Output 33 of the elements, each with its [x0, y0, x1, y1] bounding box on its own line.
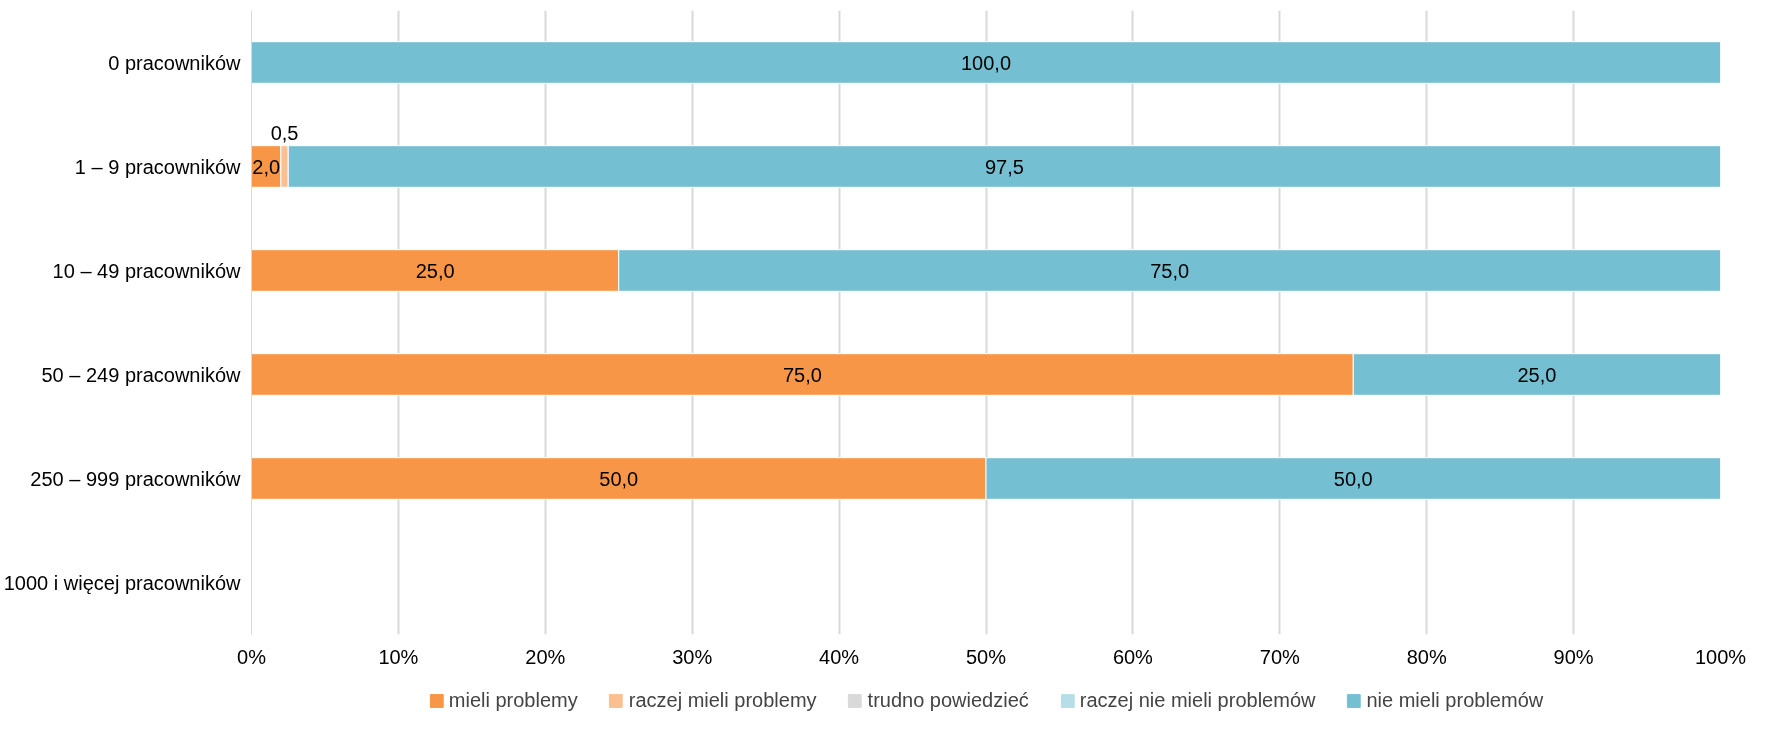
- data-label: 97,5: [984, 155, 1024, 178]
- x-tick-label: 100%: [1694, 645, 1747, 668]
- y-tick-label: 1 – 9 pracowników: [74, 155, 242, 178]
- x-tick-label: 10%: [378, 645, 419, 668]
- data-label: 0,5: [270, 122, 299, 145]
- bar: [251, 41, 1721, 84]
- x-tick-label: 50%: [965, 645, 1007, 668]
- legend-label: mieli problemy: [448, 688, 578, 712]
- x-tick-label: 80%: [1406, 645, 1447, 668]
- x-tick-label: 20%: [525, 645, 566, 668]
- y-tick-label: 0 pracowników: [108, 51, 242, 74]
- legend-label: raczej mieli problemy: [628, 688, 817, 712]
- y-tick-label: 250 – 999 pracowników: [30, 467, 242, 490]
- x-tick-label: 30%: [672, 645, 713, 668]
- data-label: 100,0: [960, 51, 1012, 74]
- x-tick-label: 60%: [1112, 645, 1154, 668]
- x-tick-label: 40%: [819, 645, 860, 668]
- legend-label: nie mieli problemów: [1366, 688, 1544, 712]
- x-tick-label: 70%: [1259, 645, 1301, 668]
- x-tick-label: 0%: [237, 645, 267, 668]
- legend-label: trudno powiedzieć: [867, 688, 1029, 712]
- y-tick-label: 50 – 249 pracowników: [41, 363, 242, 386]
- data-label: 2,0: [252, 155, 281, 178]
- legend-label: raczej nie mieli problemów: [1079, 688, 1316, 712]
- y-tick-label: 10 – 49 pracowników: [52, 259, 242, 282]
- data-label: 25,0: [415, 259, 455, 282]
- data-label: 75,0: [1150, 259, 1190, 282]
- y-tick-label: 1000 i więcej pracowników: [3, 571, 242, 594]
- x-tick-label: 90%: [1553, 645, 1594, 668]
- data-label: 75,0: [782, 363, 822, 386]
- data-label: 50,0: [1333, 467, 1373, 490]
- data-label: 25,0: [1517, 363, 1557, 386]
- data-label: 50,0: [599, 467, 639, 490]
